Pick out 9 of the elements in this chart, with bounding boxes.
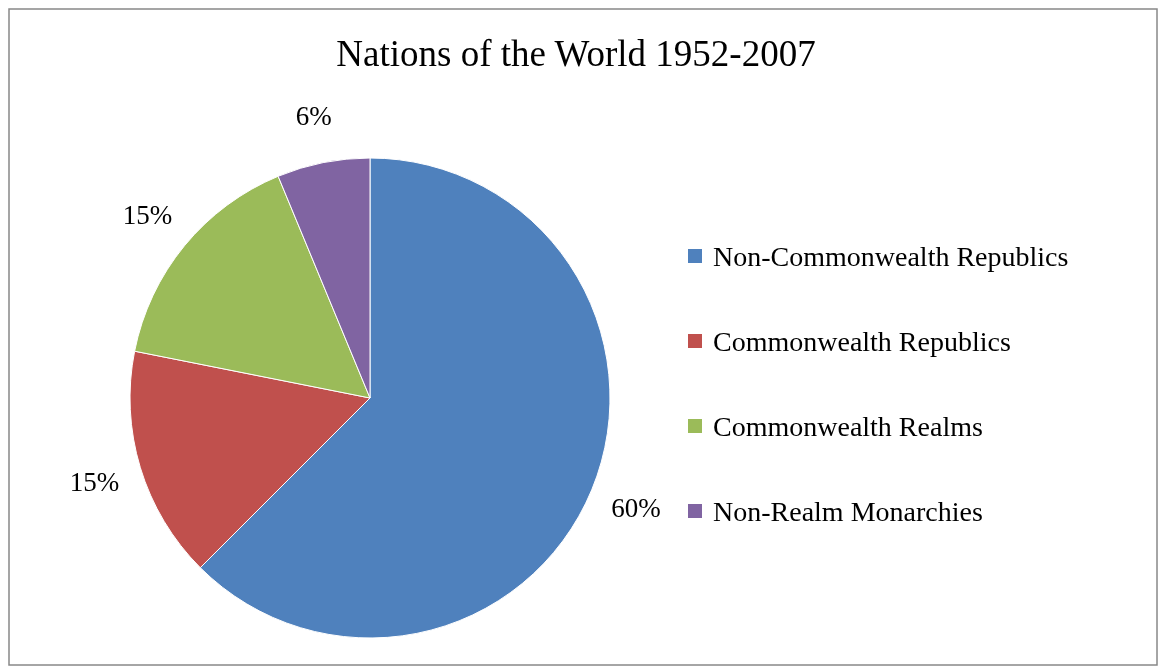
- data-label: 15%: [122, 200, 173, 231]
- legend-label: Commonwealth Republics: [713, 325, 1011, 357]
- legend-label: Non-Commonwealth Republics: [713, 240, 1069, 272]
- legend-label: Non-Realm Monarchies: [713, 495, 983, 527]
- data-label: 6%: [295, 100, 332, 131]
- data-label: 60%: [611, 493, 661, 524]
- legend-label: Commonwealth Realms: [713, 410, 983, 442]
- data-label: 15%: [69, 466, 120, 497]
- chart-title: Nations of the World 1952-2007: [336, 33, 816, 74]
